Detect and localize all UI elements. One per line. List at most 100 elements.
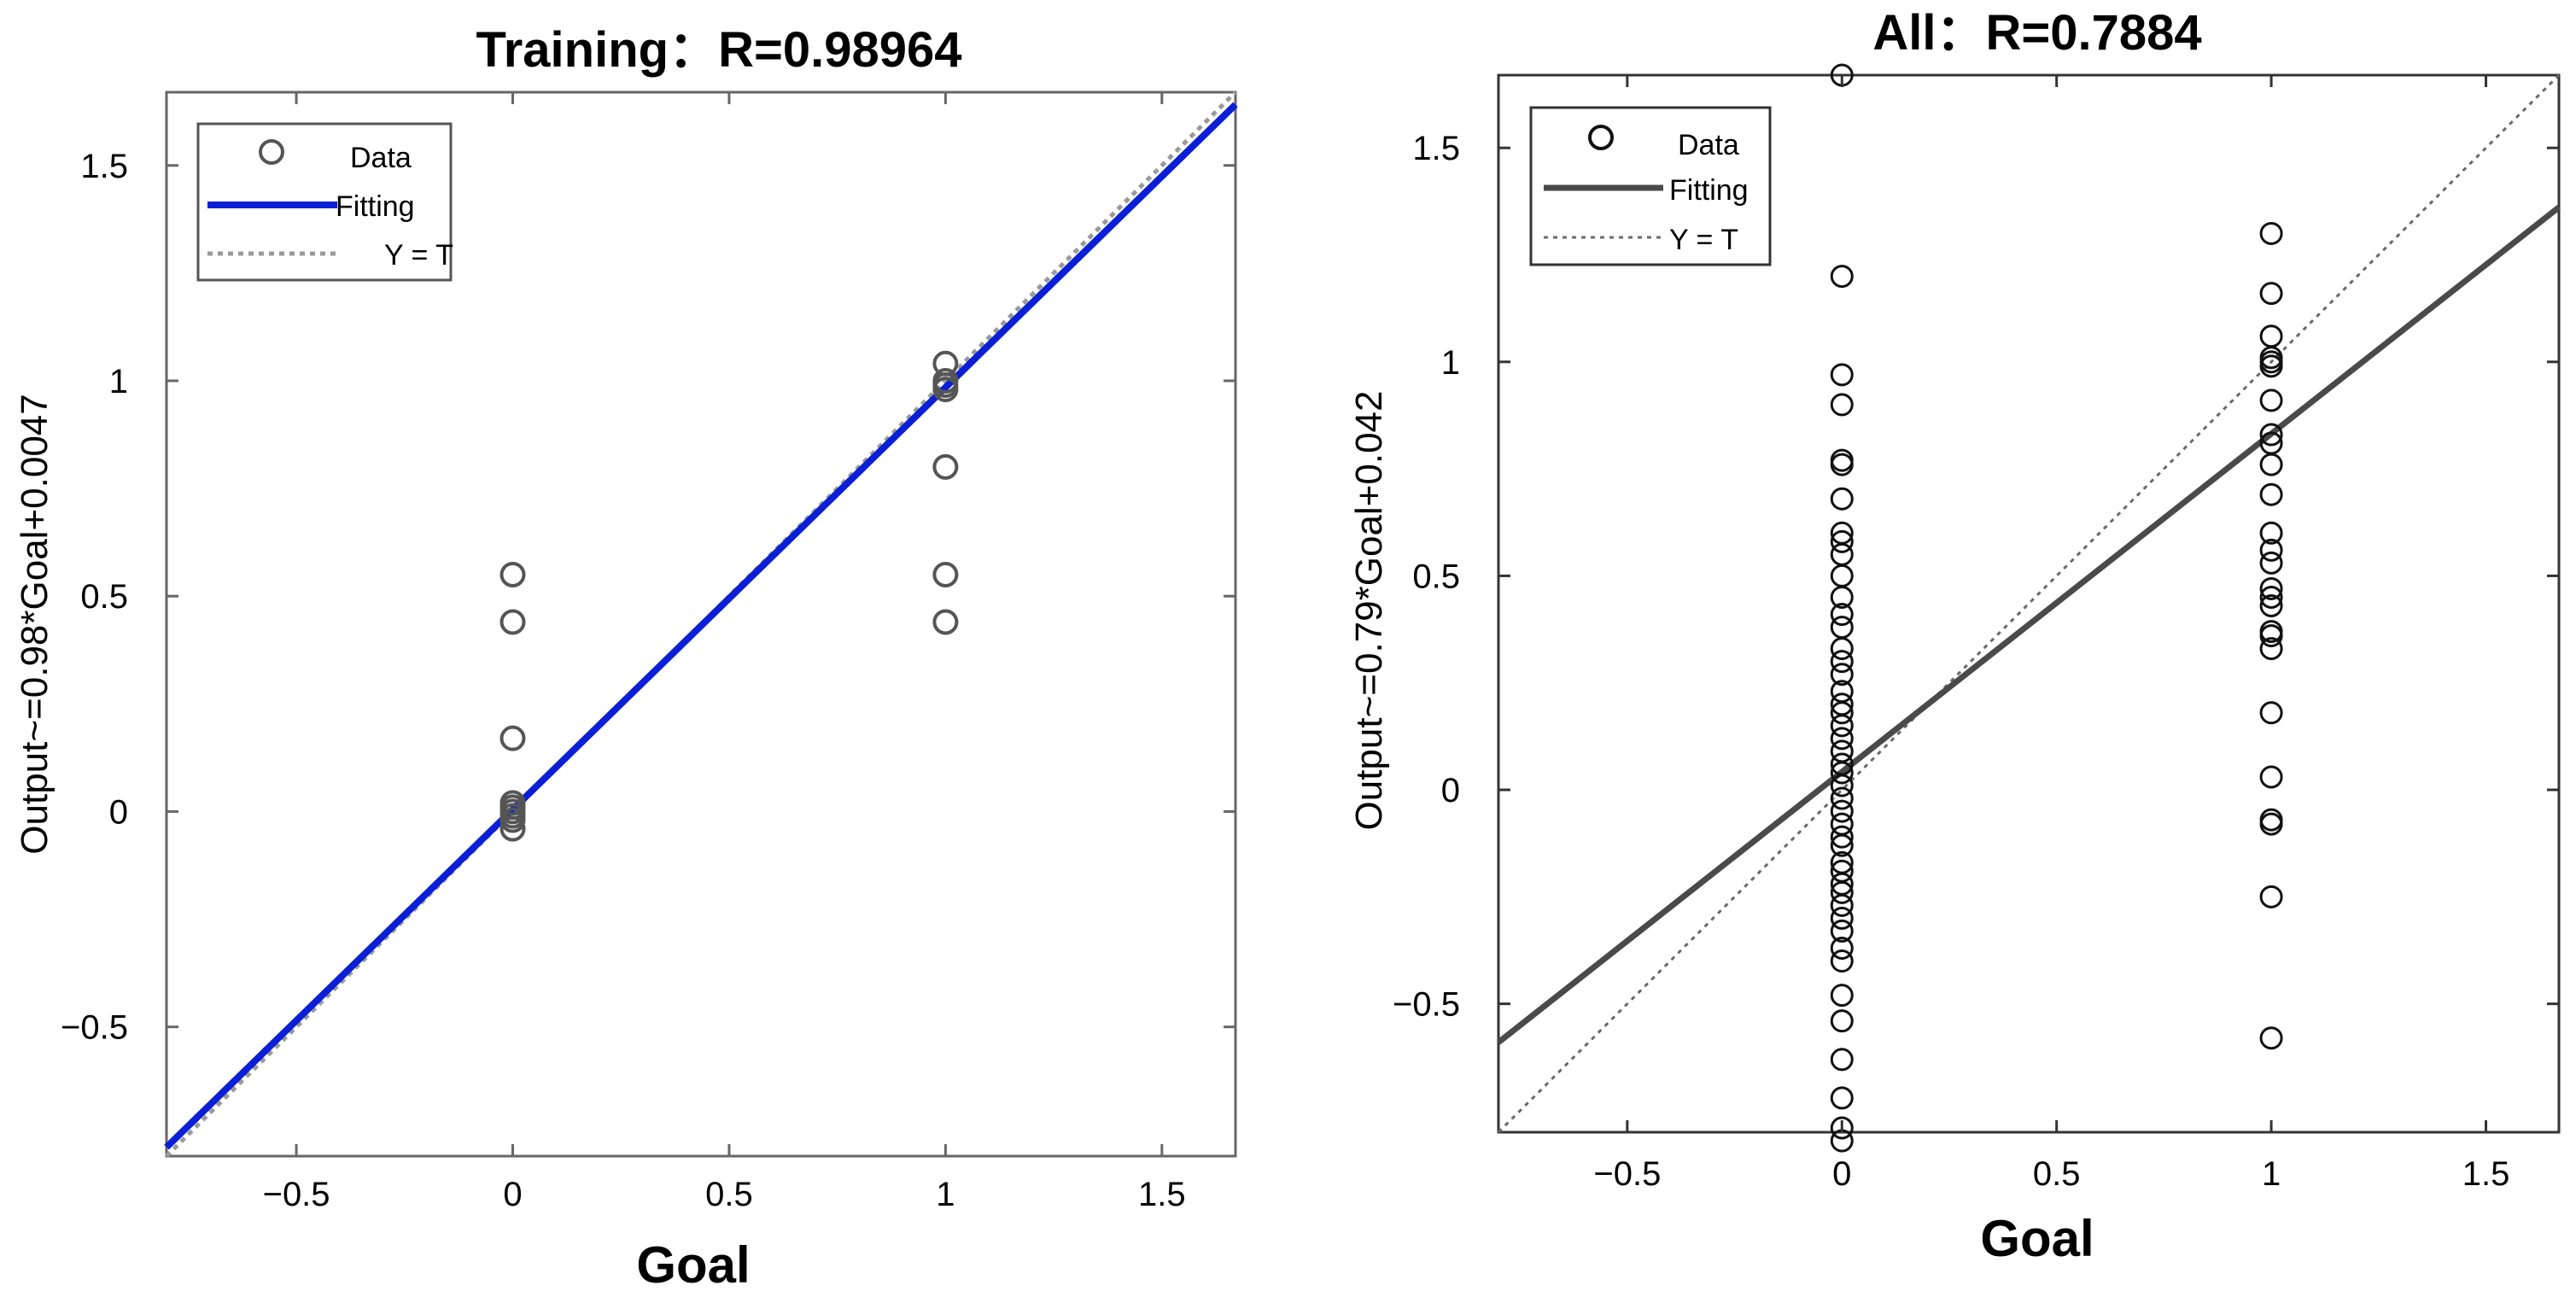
data-point [1830,663,1854,686]
x-tick-label: 0.5 [2033,1155,2081,1193]
data-point [499,561,526,587]
data-point [1830,833,1854,857]
x-tick-label: −0.5 [263,1176,330,1213]
data-point [499,609,526,635]
y-tick-label: 1 [1441,344,1460,382]
data-point [1830,1129,1854,1153]
data-point [2259,282,2283,306]
data-point [2259,221,2283,245]
data-point [1830,880,1854,904]
data-point [1830,1048,1854,1072]
y-tick-label: 1.5 [80,148,128,185]
data-point [1830,363,1854,387]
data-point [2259,354,2283,378]
x-axis-ticks: −0.5 0 0.5 1 1.5 [263,92,1186,1213]
x-tick-label: 0 [503,1176,522,1213]
x-axis-label: Goal [636,1236,750,1294]
chart-all: All：R=0.7884 −0.5 0 0.5 1 1.5 −0.5 0 0.5 1 1.5 D… [1348,5,2561,1267]
data-point [2259,585,2283,609]
data-point [1830,714,1854,738]
legend-data-label: Data [350,142,412,174]
x-tick-label: 0 [1832,1155,1851,1193]
y-axis-ticks: −0.5 0 0.5 1 1.5 [61,148,1235,1047]
data-point [2259,701,2283,725]
y-tick-label: 0.5 [80,578,128,616]
x-tick-label: 1 [2262,1155,2281,1193]
data-point [2259,453,2283,476]
data-point [1830,761,1854,785]
y-axis-label: Output~=0.98*Goal+0.0047 [14,394,55,854]
data-points [499,350,959,842]
data-point [932,609,959,635]
legend-fitting-label: Fitting [336,190,415,223]
legend-data-label: Data [1678,129,1739,161]
x-tick-label: 1 [936,1176,955,1213]
data-point [932,561,959,587]
data-point [1830,1086,1854,1110]
data-point [1830,984,1854,1008]
legend: Data Fitting Y = T [196,122,453,282]
data-point [2259,812,2283,836]
legend-fitting-label: Fitting [1669,174,1749,207]
data-point [2259,765,2283,789]
data-point [1830,701,1854,725]
data-point [2259,576,2283,600]
data-point [1830,949,1854,973]
legend-data-marker [1588,125,1614,150]
data-point [1830,603,1854,627]
data-point [2259,521,2283,545]
y-tick-label: 0 [109,793,128,831]
data-point [1830,265,1854,289]
x-tick-label: −0.5 [1593,1155,1661,1193]
fitting-line [164,102,1238,1150]
x-axis-label: Goal [1980,1210,2094,1267]
data-point [2259,1026,2283,1050]
data-point [2259,423,2283,447]
x-tick-label: 1.5 [1138,1176,1186,1213]
y-tick-label: 0 [1441,772,1460,809]
y-tick-label: 1 [109,363,128,400]
data-point [1830,825,1854,849]
data-point [1830,1116,1854,1140]
data-point [932,377,959,403]
x-axis-ticks: −0.5 0 0.5 1 1.5 [1593,75,2509,1193]
legend-ref-label: Y = T [1669,224,1738,256]
y-axis-ticks: −0.5 0 0.5 1 1.5 [1393,130,2559,1024]
y-tick-label: −0.5 [1393,986,1460,1024]
legend-data-marker [259,139,284,165]
data-point [1830,453,1854,476]
data-point [2259,637,2283,661]
data-point [1830,727,1854,751]
data-point [1830,393,1854,417]
data-point [2259,389,2283,412]
data-point [499,725,526,751]
data-point [2259,594,2283,618]
y-tick-label: 0.5 [1412,558,1460,595]
legend: Data Fitting Y = T [1529,106,1772,266]
y-tick-label: 1.5 [1412,130,1460,167]
data-point [1830,650,1854,674]
data-point [2259,885,2283,908]
data-point [2259,482,2283,506]
data-point [2259,624,2283,648]
y-tick-label: −0.5 [61,1009,128,1047]
chart-training: Training：R=0.98964 −0.5 0 0.5 1 1.5 −0.5 0 0.5… [14,22,1238,1294]
data-point [1830,893,1854,917]
y-axis-label: Output~=0.79*Goal+0.042 [1348,391,1390,831]
data-point [1830,585,1854,609]
data-point [1830,1009,1854,1033]
data-point [1830,906,1854,930]
chart-title: Training：R=0.98964 [476,22,962,78]
legend-ref-label: Y = T [384,239,453,272]
data-point [932,453,959,480]
data-point [1830,799,1854,823]
data-point [499,807,526,833]
data-point [1830,919,1854,943]
fitting-line [1496,204,2561,1045]
data-point [1830,529,1854,553]
data-point [1830,487,1854,511]
data-point [1830,637,1854,661]
chart-title: All：R=0.7884 [1872,5,2201,61]
data-point [499,815,526,842]
